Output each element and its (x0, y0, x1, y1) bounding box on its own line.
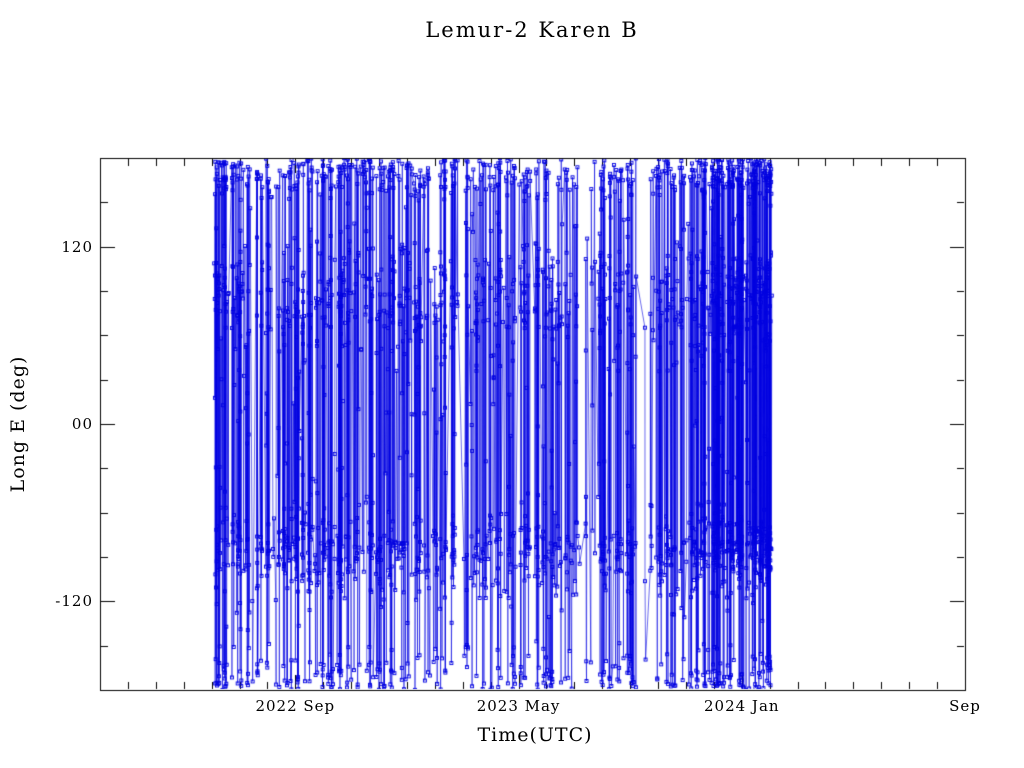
y-tick-label: 120 (61, 237, 93, 256)
x-tick-label: 2022 Sep (255, 697, 336, 715)
chart-title: Lemur-2 Karen B (425, 18, 639, 42)
x-axis-label: Time(UTC) (477, 724, 593, 746)
x-tick-label: Sep (949, 697, 981, 715)
x-tick-label: 2023 May (476, 697, 561, 715)
y-tick-label: -120 (55, 592, 93, 611)
x-tick-label: 2024 Jan (703, 697, 780, 715)
y-tick-label: 00 (71, 415, 93, 433)
